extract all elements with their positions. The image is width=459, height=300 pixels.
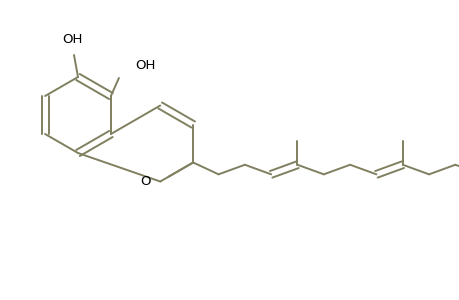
Text: OH: OH: [62, 33, 82, 46]
Text: O: O: [140, 175, 150, 188]
Text: OH: OH: [134, 59, 155, 72]
